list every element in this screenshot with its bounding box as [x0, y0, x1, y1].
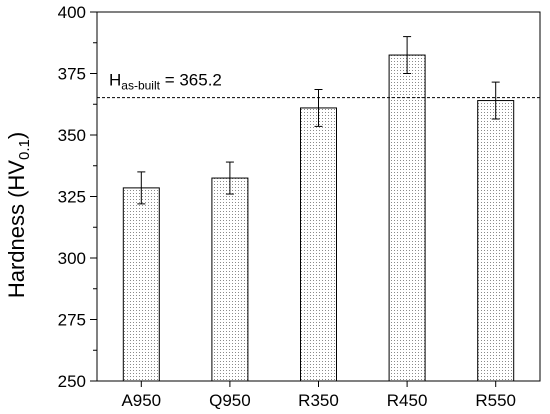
y-label-main: Hardness (HV [4, 160, 29, 298]
ref-label-sub: as-built [121, 79, 160, 93]
x-tick-label-r450: R450 [387, 391, 428, 410]
y-label-close: ) [4, 132, 29, 139]
bar-r350 [300, 107, 337, 382]
error-bars-group [137, 36, 500, 205]
bar-q950 [211, 177, 249, 382]
x-tick-label-r350: R350 [298, 391, 339, 410]
y-tick-label: 275 [58, 311, 86, 330]
y-tick-label: 325 [58, 188, 86, 207]
x-tick-label-q950: Q950 [209, 391, 251, 410]
bar-r450 [388, 54, 426, 382]
y-axis-ticks: 250 275 300 325 350 375 400 [58, 3, 97, 391]
y-label-sub: 0.1 [16, 139, 33, 160]
y-tick-label: 400 [58, 3, 86, 22]
bar-r550 [477, 100, 515, 382]
y-tick-label: 250 [58, 372, 86, 391]
bar-a950 [122, 187, 160, 382]
x-tick-label-r550: R550 [475, 391, 516, 410]
y-tick-label: 300 [58, 249, 86, 268]
ref-label-main: H [109, 71, 121, 90]
y-axis-label: Hardness (HV0.1) [4, 132, 33, 298]
as-built-reference-label: Has-built = 365.2 [109, 71, 222, 93]
x-axis-ticks: A950 Q950 R350 R450 R550 [121, 381, 516, 410]
y-tick-label: 350 [58, 126, 86, 145]
x-tick-label-a950: A950 [121, 391, 161, 410]
plot-frame [96, 11, 541, 382]
y-tick-label: 375 [58, 65, 86, 84]
ref-label-value: = 365.2 [160, 71, 222, 90]
